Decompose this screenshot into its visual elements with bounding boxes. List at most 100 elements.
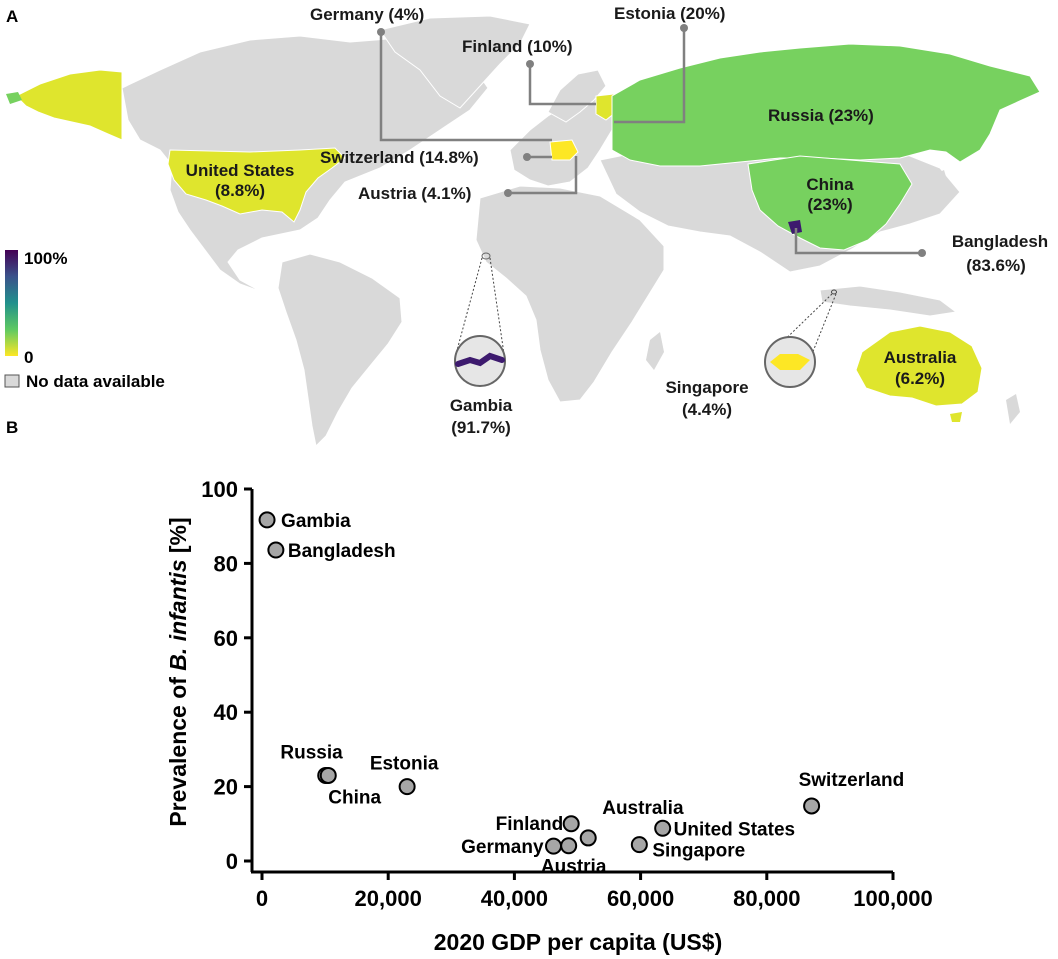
- indonesia-landmass: [819, 285, 958, 317]
- point-china: [319, 766, 337, 784]
- austria-leader-line: [508, 156, 578, 195]
- bangladesh-label-line2: (83.6%): [966, 256, 1026, 275]
- china-region: [747, 155, 913, 251]
- gambia-locator-ellipse: [481, 252, 491, 260]
- point-germany: [545, 837, 563, 855]
- singapore-inset-shape: [770, 354, 810, 370]
- madagascar-landmass: [646, 332, 664, 370]
- germany-label: Germany (4%): [310, 5, 424, 24]
- alaska-islands: [6, 92, 22, 104]
- bangladesh-leader-dot: [918, 249, 926, 257]
- gambia-label-line2: (91.7%): [451, 418, 511, 437]
- point-label-singapore: Singapore: [652, 841, 745, 862]
- gambia-zoom-line-left: [455, 257, 483, 355]
- point-label-russia: Russia: [280, 742, 343, 763]
- x-tick-label: 80,000: [733, 886, 800, 911]
- point-bangladesh: [267, 541, 285, 559]
- x-tick-label: 0: [256, 886, 268, 911]
- legend-no-data-label: No data available: [26, 372, 165, 391]
- australia-label-line2: (6.2%): [895, 369, 945, 388]
- point-estonia: [398, 778, 416, 796]
- y-axis-title-prefix: Prevalence of: [165, 671, 191, 827]
- legend-no-data-swatch: [4, 374, 20, 388]
- united-states-label-line2: (8.8%): [215, 181, 265, 200]
- bangladesh-region: [788, 220, 802, 234]
- new-zealand-landmass: [1006, 394, 1020, 424]
- austria-leader-dot: [504, 189, 512, 197]
- legend-max-label: 100%: [24, 249, 67, 268]
- map-legend: 100% 0 No data available: [4, 249, 165, 391]
- point-label-germany: Germany: [461, 837, 544, 858]
- legend-min-label: 0: [24, 348, 33, 367]
- y-axis-ticks: 0 20 40 60 80 100: [201, 477, 252, 874]
- x-tick-label: 40,000: [481, 886, 548, 911]
- x-tick-label: 20,000: [355, 886, 422, 911]
- point-finland: [562, 815, 580, 833]
- estonia-leader-dot: [680, 24, 688, 32]
- bangladesh-label-line1: Bangladesh: [952, 232, 1048, 251]
- scandinavia-landmass: [547, 69, 607, 123]
- finland-label: Finland (10%): [462, 37, 573, 56]
- point-gambia: [258, 511, 276, 529]
- singapore-label-line2: (4.4%): [682, 400, 732, 419]
- point-label-estonia: Estonia: [370, 754, 439, 775]
- x-axis-title: 2020 GDP per capita (US$): [434, 929, 722, 955]
- scatter-plot: 0 20,000 40,000 60,000 80,000 100,000 0 20 40 60…: [165, 477, 933, 955]
- singapore-zoom-line-right: [811, 293, 837, 355]
- x-tick-label: 60,000: [607, 886, 674, 911]
- legend-colorbar: [5, 250, 18, 356]
- switzerland-leader-dot: [523, 153, 531, 161]
- germany-leader-line: [379, 32, 552, 142]
- finland-leader-line: [528, 64, 596, 106]
- finland-region: [595, 93, 617, 121]
- tasmania-region: [950, 412, 962, 422]
- finland-leader-dot: [526, 60, 534, 68]
- united-states-region: [167, 147, 346, 223]
- south-america-landmass: [277, 253, 403, 448]
- point-australia: [579, 829, 597, 847]
- world-map: [6, 15, 1041, 448]
- switzerland-label: Switzerland (14.8%): [320, 148, 479, 167]
- point-label-austria: Austria: [541, 857, 607, 878]
- bangladesh-leader-line: [794, 228, 922, 255]
- estonia-label: Estonia (20%): [614, 4, 725, 23]
- gambia-inset-shape: [455, 352, 505, 367]
- greenland-landmass: [379, 15, 531, 109]
- australia-label-line1: Australia: [884, 348, 957, 367]
- point-austria: [560, 837, 578, 855]
- africa-landmass: [475, 185, 665, 403]
- y-tick-label: 80: [214, 551, 238, 576]
- alaska-region: [15, 69, 123, 141]
- gambia-label-line1: Gambia: [450, 396, 513, 415]
- y-tick-label: 40: [214, 700, 238, 725]
- point-singapore: [630, 836, 648, 854]
- point-united-states: [654, 819, 672, 837]
- point-label-china: China: [328, 787, 381, 808]
- china-label-line2: (23%): [807, 195, 852, 214]
- y-axis-title-suffix: [%]: [165, 517, 191, 559]
- united-states-label-line1: United States: [186, 161, 295, 180]
- point-label-bangladesh: Bangladesh: [288, 541, 396, 562]
- point-label-united-states: United States: [674, 819, 795, 840]
- y-axis-title-italic: B. infantis: [165, 560, 191, 671]
- china-label-line1: China: [806, 175, 854, 194]
- point-label-finland: Finland: [496, 814, 564, 835]
- singapore-label-line1: Singapore: [665, 378, 748, 397]
- germany-leader-dot: [377, 28, 385, 36]
- russia-region: [611, 43, 1041, 167]
- point-label-switzerland: Switzerland: [799, 770, 905, 791]
- y-axis-title: Prevalence of B. infantis [%]: [165, 517, 191, 826]
- japan-landmass: [930, 170, 950, 206]
- panel-b-letter: B: [6, 418, 18, 437]
- austria-label: Austria (4.1%): [358, 184, 471, 203]
- y-tick-label: 20: [214, 775, 238, 800]
- data-points: [258, 511, 821, 855]
- y-tick-label: 0: [226, 849, 238, 874]
- data-point-labels: Gambia Bangladesh Russia China Estonia Finlan…: [280, 511, 904, 878]
- point-switzerland: [803, 797, 821, 815]
- map-leaders: [377, 24, 926, 388]
- gambia-zoom-line-right: [489, 257, 505, 355]
- estonia-leader-line: [614, 28, 686, 124]
- singapore-locator-ellipse: [831, 289, 837, 295]
